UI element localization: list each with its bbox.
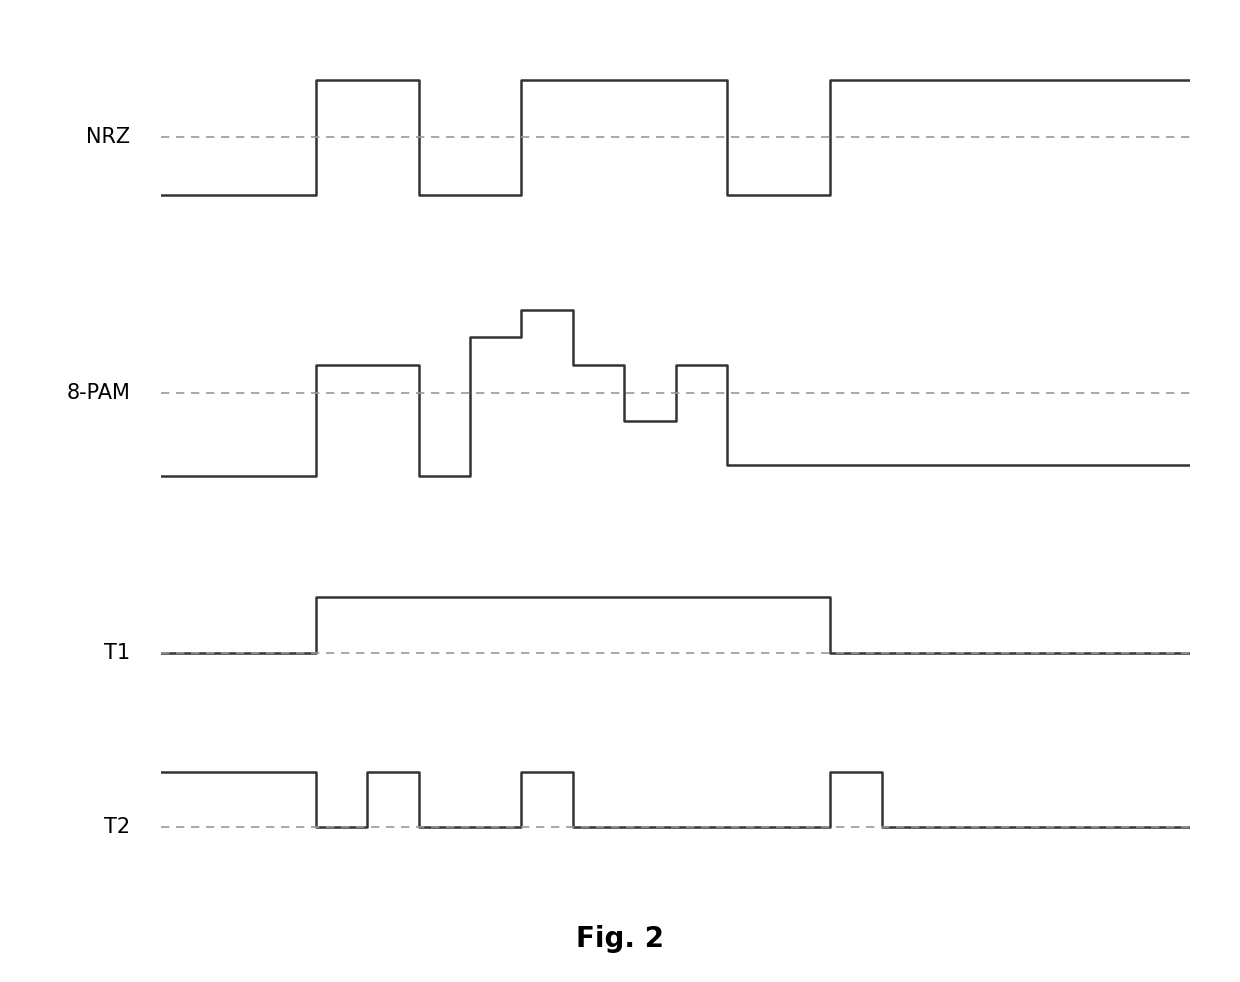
Text: Fig. 2: Fig. 2	[577, 924, 663, 953]
Text: 8-PAM: 8-PAM	[67, 383, 130, 403]
Text: T1: T1	[104, 643, 130, 664]
Text: NRZ: NRZ	[87, 128, 130, 147]
Text: T2: T2	[104, 817, 130, 837]
